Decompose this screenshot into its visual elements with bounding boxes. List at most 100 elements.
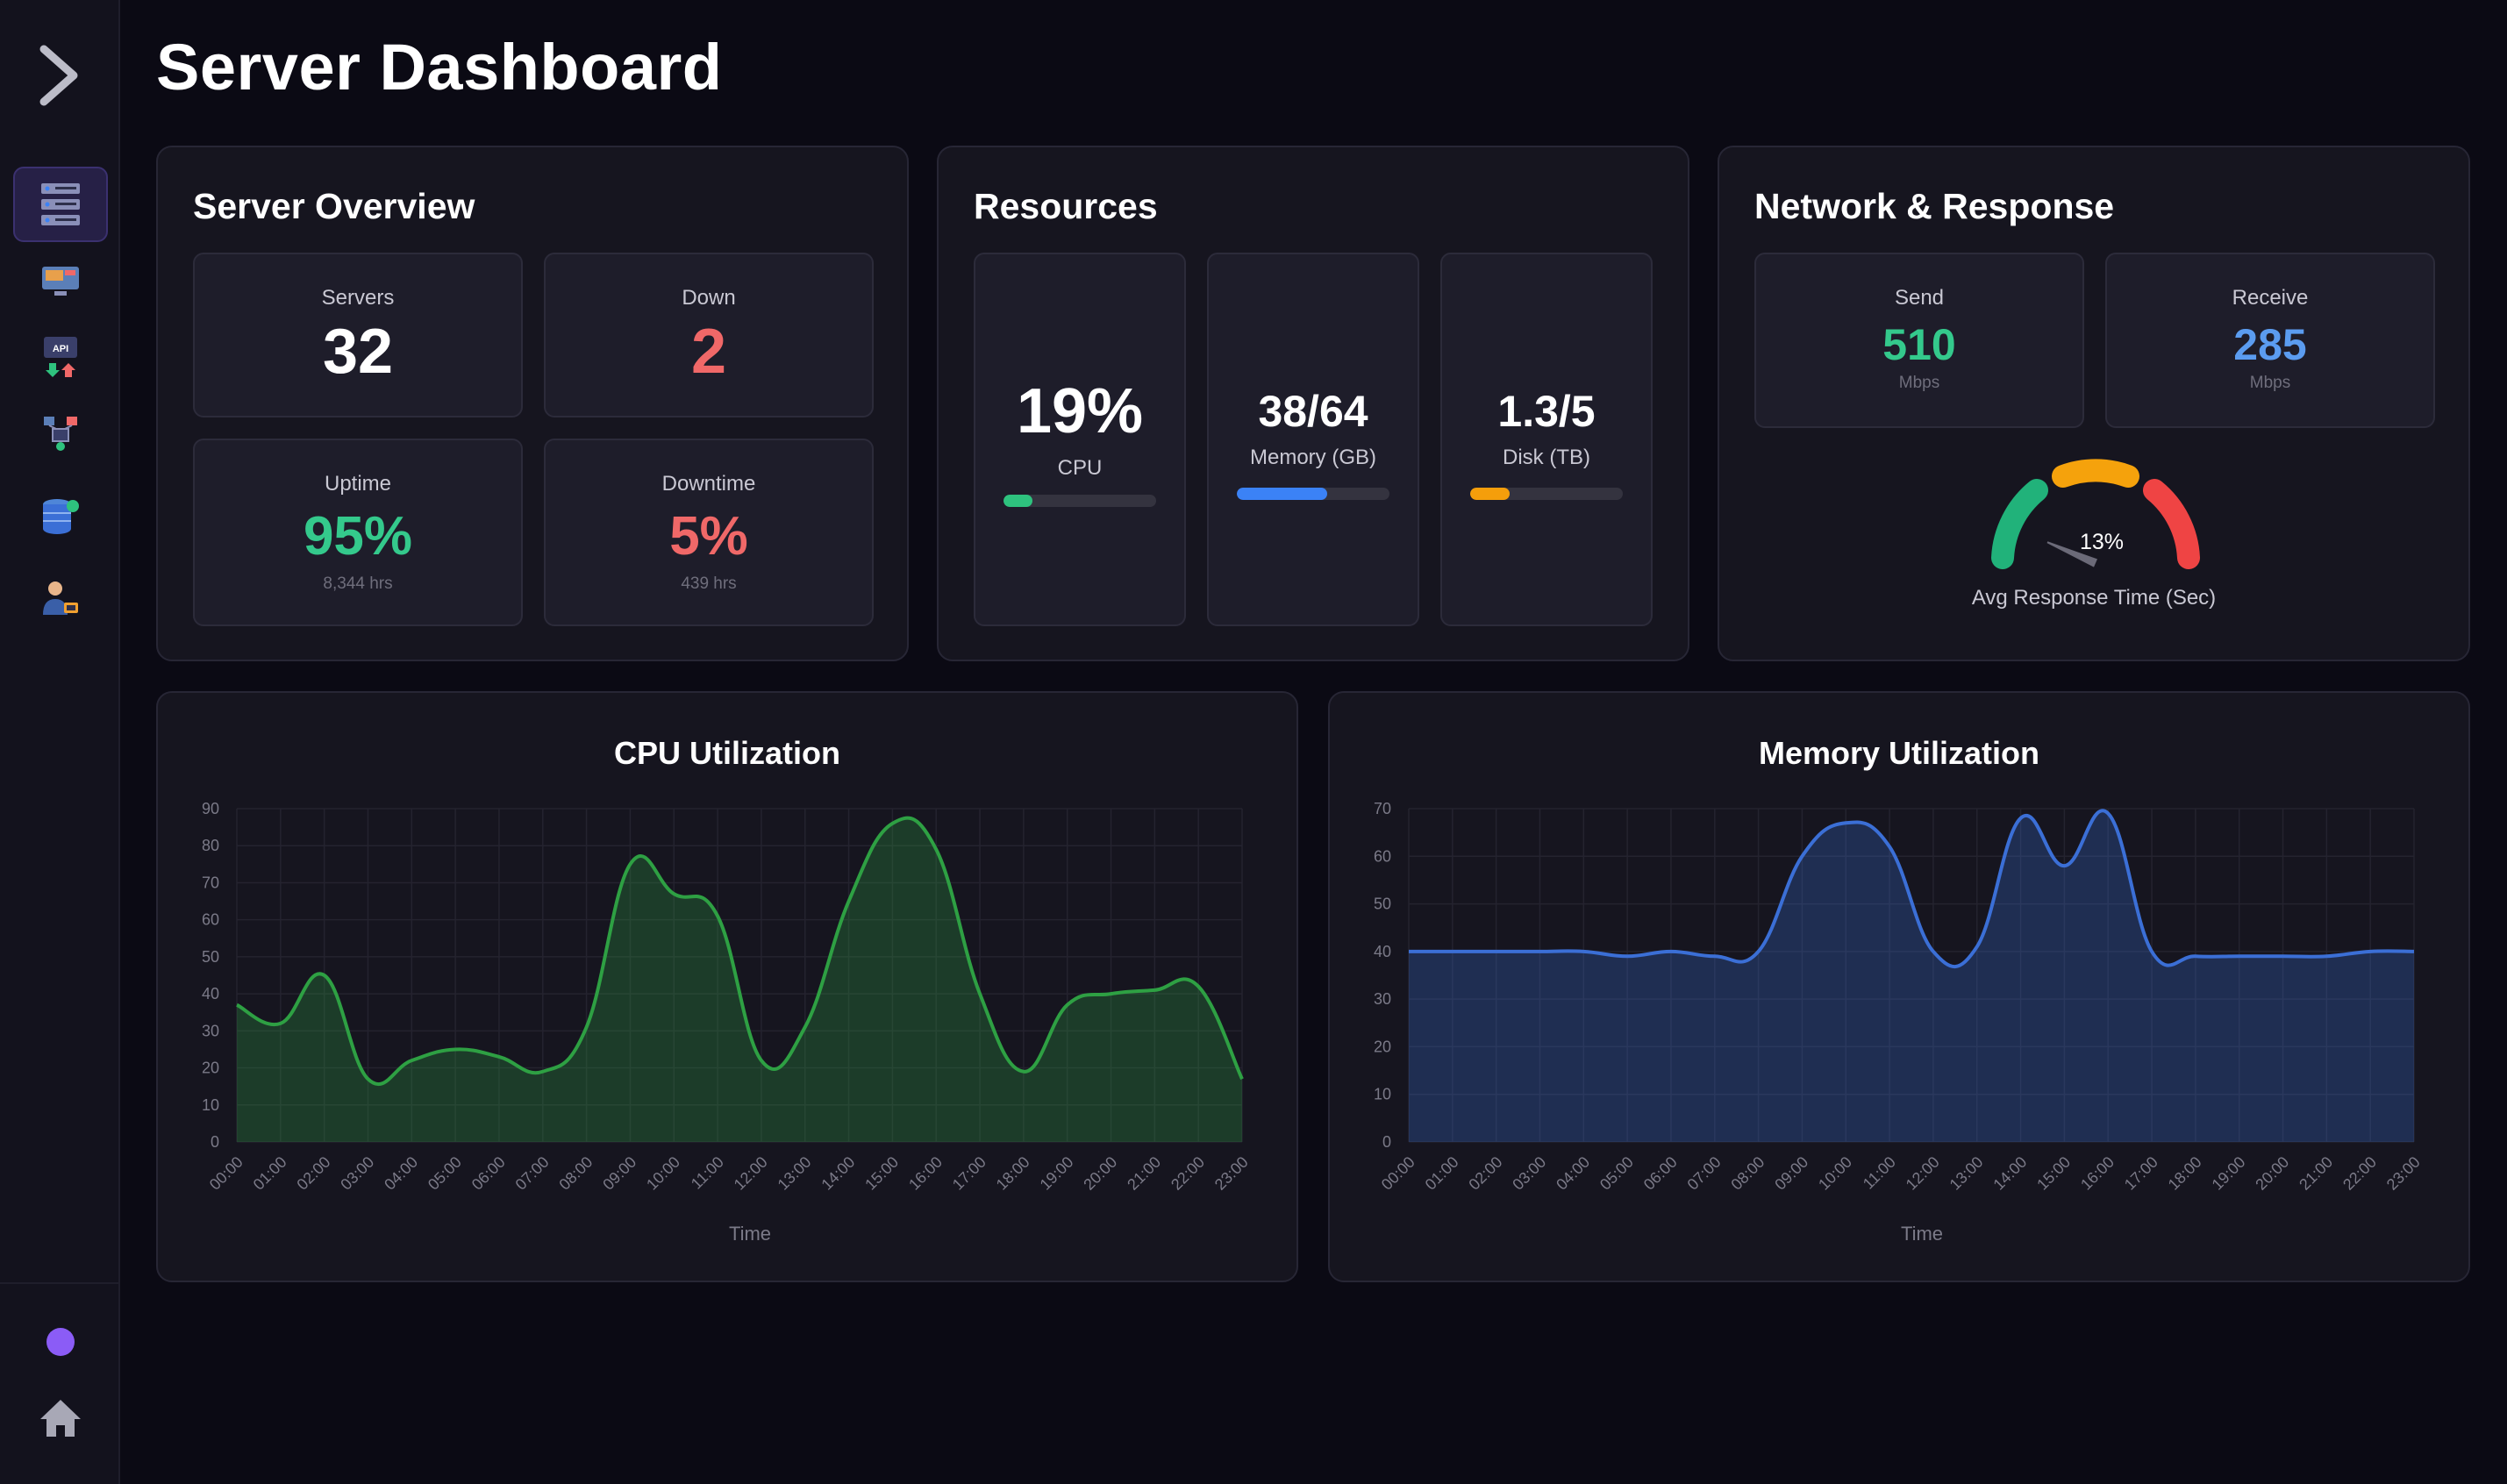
downtime-card[interactable]: Downtime 5% 439 hrs xyxy=(544,439,874,626)
data-point xyxy=(1800,854,1803,858)
memory-card[interactable]: 38/64 Memory (GB) xyxy=(1207,253,1419,626)
x-tick-label: 22:00 xyxy=(1168,1153,1208,1194)
home-icon xyxy=(40,1400,81,1437)
data-point xyxy=(1451,950,1454,953)
data-point xyxy=(1407,950,1411,953)
x-tick-label: 03:00 xyxy=(337,1153,377,1194)
data-point xyxy=(978,992,982,995)
x-tick-label: 14:00 xyxy=(1989,1153,2030,1194)
downtime-hours: 439 hrs xyxy=(681,574,737,593)
downtime-label: Downtime xyxy=(661,472,756,496)
home-button[interactable] xyxy=(39,1398,82,1438)
sidebar-item-network[interactable] xyxy=(13,396,108,471)
disk-card[interactable]: 1.3/5 Disk (TB) xyxy=(1440,253,1653,626)
data-point xyxy=(2150,950,2153,953)
cpu-progress-fill xyxy=(1004,495,1033,507)
x-tick-label: 01:00 xyxy=(250,1153,290,1194)
y-tick-label: 50 xyxy=(202,948,219,966)
memory-value: 38/64 xyxy=(1258,387,1368,436)
y-tick-label: 10 xyxy=(202,1096,219,1114)
data-point xyxy=(279,1022,282,1025)
panel-title: Resources xyxy=(974,186,1158,226)
x-tick-label: 05:00 xyxy=(1596,1153,1637,1194)
send-card[interactable]: Send 510 Mbps xyxy=(1754,253,2084,428)
servers-card[interactable]: Servers 32 xyxy=(193,253,523,417)
data-point xyxy=(1066,1003,1069,1007)
x-tick-label: 19:00 xyxy=(2209,1153,2249,1194)
x-tick-label: 11:00 xyxy=(688,1153,727,1193)
status-dot-button[interactable] xyxy=(46,1328,75,1356)
expand-sidebar-button[interactable] xyxy=(35,40,84,111)
sidebar-item-api[interactable]: API xyxy=(13,319,108,395)
sidebar-item-users[interactable] xyxy=(13,561,108,637)
network-icon xyxy=(44,417,77,451)
data-point xyxy=(1110,992,1113,995)
api-icon: API xyxy=(44,337,77,377)
data-point xyxy=(585,1025,589,1029)
series-area xyxy=(237,817,1242,1142)
x-tick-label: 12:00 xyxy=(731,1153,771,1194)
x-tick-label: 16:00 xyxy=(2077,1153,2118,1194)
response-time-gauge: 13% xyxy=(1991,459,2200,569)
data-point xyxy=(1582,950,1585,953)
user-admin-icon xyxy=(43,581,78,615)
uptime-label: Uptime xyxy=(324,472,392,496)
data-point xyxy=(1669,950,1673,953)
resources-panel: Resources 19% CPU 38/64 Memory (GB) 1.3/… xyxy=(937,146,1689,661)
data-point xyxy=(1844,821,1847,824)
down-card[interactable]: Down 2 xyxy=(544,253,874,417)
x-tick-label: 00:00 xyxy=(1378,1153,1418,1194)
cpu-value: 19% xyxy=(1016,376,1144,446)
data-point xyxy=(890,822,894,825)
uptime-value: 95% xyxy=(303,506,413,567)
x-tick-label: 00:00 xyxy=(206,1153,246,1194)
x-tick-label: 02:00 xyxy=(1465,1153,1505,1194)
servers-value: 32 xyxy=(322,317,394,387)
x-tick-label: 11:00 xyxy=(1860,1153,1899,1193)
data-point xyxy=(497,1055,501,1059)
cpu-chart-panel: CPU Utilization 0 10 20 30 40 50 60 70 80 90 00:00… xyxy=(156,691,1298,1282)
gauge-caption: Avg Response Time (Sec) xyxy=(1971,586,2217,610)
gauge-segment-high xyxy=(2143,479,2200,569)
server-rack-icon xyxy=(41,183,80,225)
receive-unit: Mbps xyxy=(2249,374,2291,392)
gauge-segment-mid xyxy=(2052,459,2139,488)
x-tick-label: 07:00 xyxy=(1684,1153,1725,1194)
memory-progress-fill xyxy=(1237,488,1327,500)
series-line xyxy=(1409,809,2415,968)
x-tick-label: 17:00 xyxy=(949,1153,989,1194)
memory-progress-bar xyxy=(1237,488,1389,500)
panel-title: Server Overview xyxy=(193,186,475,226)
chart-title: CPU Utilization xyxy=(614,735,840,771)
data-point xyxy=(1495,950,1498,953)
x-tick-label: 06:00 xyxy=(1640,1153,1681,1194)
x-tick-label: 05:00 xyxy=(425,1153,465,1194)
sidebar-item-database[interactable] xyxy=(13,479,108,554)
x-tick-label: 10:00 xyxy=(1815,1153,1855,1194)
receive-card[interactable]: Receive 285 Mbps xyxy=(2105,253,2435,428)
cpu-card[interactable]: 19% CPU xyxy=(974,253,1186,626)
sidebar-item-monitor[interactable] xyxy=(13,243,108,318)
data-point xyxy=(2368,950,2372,953)
y-tick-label: 40 xyxy=(202,985,219,1002)
x-tick-label: 14:00 xyxy=(818,1153,858,1194)
chart-title: Memory Utilization xyxy=(1758,735,2040,771)
x-tick-label: 23:00 xyxy=(2383,1153,2424,1194)
memory-label: Memory (GB) xyxy=(1250,446,1376,469)
y-tick-label: 40 xyxy=(1374,943,1391,960)
y-tick-label: 30 xyxy=(202,1022,219,1039)
x-tick-label: 04:00 xyxy=(381,1153,421,1194)
sidebar-item-servers[interactable] xyxy=(13,167,108,242)
x-tick-label: 15:00 xyxy=(2033,1153,2074,1194)
y-tick-label: 60 xyxy=(202,911,219,929)
uptime-card[interactable]: Uptime 95% 8,344 hrs xyxy=(193,439,523,626)
x-tick-label: 09:00 xyxy=(599,1153,639,1194)
y-tick-label: 70 xyxy=(202,874,219,891)
servers-label: Servers xyxy=(321,286,395,310)
y-tick-label: 90 xyxy=(202,800,219,817)
data-point xyxy=(2062,864,2066,867)
x-tick-label: 12:00 xyxy=(1903,1153,1943,1194)
x-tick-label: 13:00 xyxy=(1946,1153,1987,1194)
x-tick-label: 08:00 xyxy=(1727,1153,1768,1194)
memory-chart-panel: Memory Utilization 0 10 20 30 40 50 60 70 00:00 0… xyxy=(1328,691,2470,1282)
